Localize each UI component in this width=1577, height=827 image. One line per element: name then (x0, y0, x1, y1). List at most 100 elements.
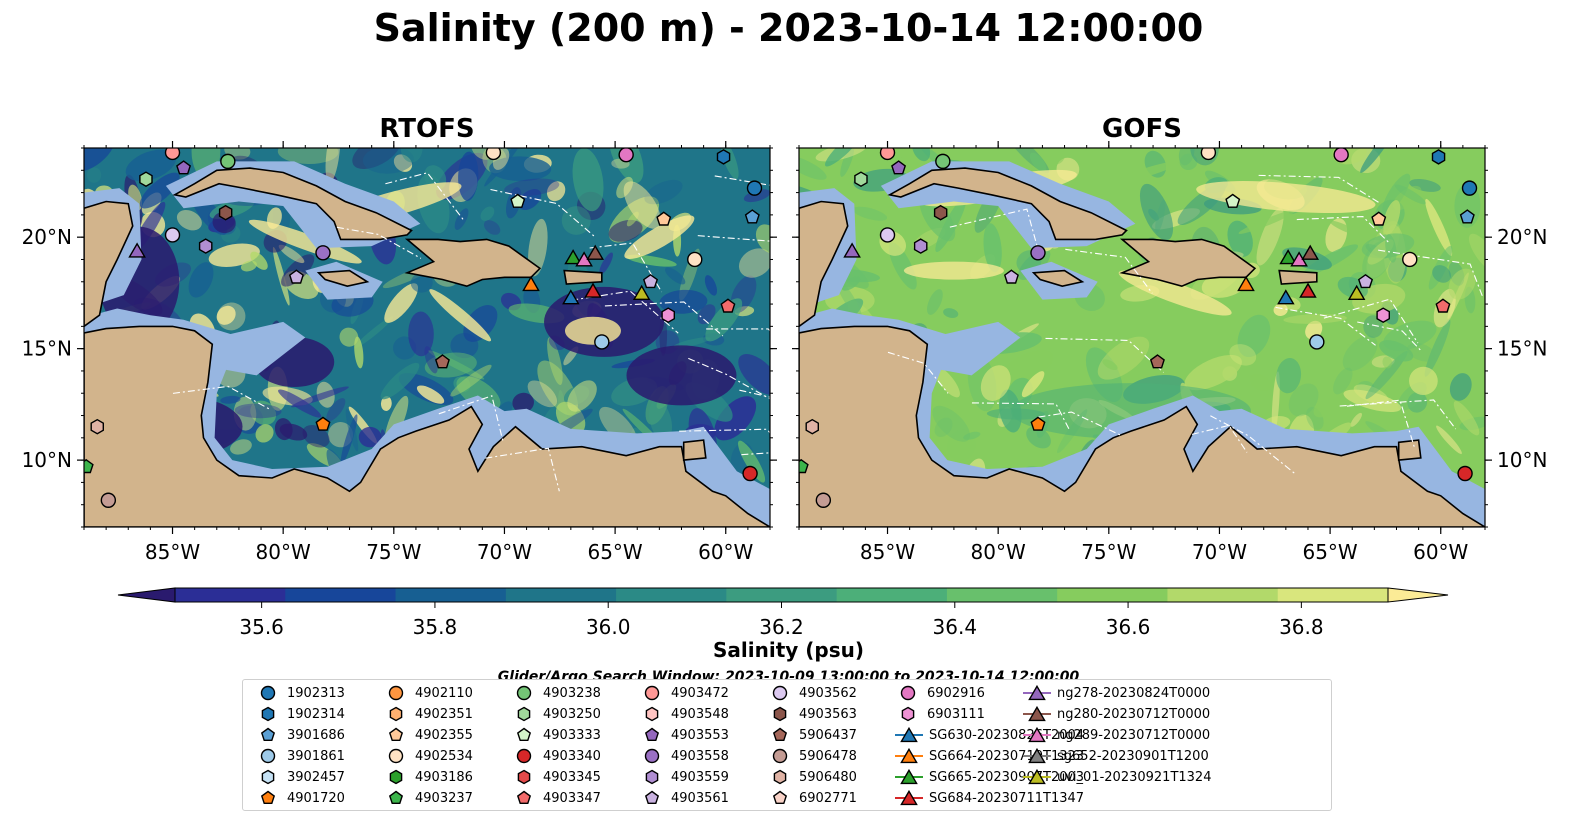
eddy-patch (840, 148, 855, 177)
legend-symbol (895, 768, 923, 785)
eddy-patch (1365, 350, 1408, 400)
legend-label: 4902355 (415, 727, 473, 743)
eddy-patch (1383, 200, 1401, 235)
eddy-patch (1001, 349, 1054, 384)
eddy-patch (932, 405, 971, 442)
legend-symbol (389, 706, 403, 722)
eddy-patch (480, 206, 495, 221)
legend-item: SG684-20230711T1347 (895, 788, 1084, 808)
eddy-patch (934, 417, 953, 438)
legend-item: 4903237 (383, 788, 473, 808)
boundary-line (1357, 321, 1423, 353)
boundary-line (490, 188, 595, 237)
eddy-patch (1453, 401, 1480, 436)
legend-item: 4903333 (511, 725, 601, 745)
eddy-patch (274, 418, 293, 441)
eddy-patch (1184, 354, 1242, 391)
legend-label: 4903345 (543, 769, 601, 785)
colorbar-segment (505, 588, 617, 602)
eddy-patch (291, 386, 349, 408)
legend-item: ng289-20230712T0000 (1023, 725, 1210, 745)
eddy-patch (547, 337, 563, 386)
platform-marker (644, 790, 660, 805)
eddy-patch (546, 181, 566, 202)
legend-item: 4903561 (639, 788, 729, 808)
boundary-line (1065, 248, 1153, 294)
glider-marker (900, 789, 918, 806)
eddy-patch (1323, 326, 1379, 345)
legend-label: ng280-20230712T0000 (1057, 706, 1211, 722)
legend-item: 4903345 (511, 767, 601, 787)
platform-marker (261, 706, 275, 722)
eddy-patch (697, 304, 716, 325)
boundary-line (604, 301, 724, 337)
legend-item: 5906480 (767, 767, 857, 787)
legend-item: 4903347 (511, 788, 601, 808)
eddy-patch (1382, 356, 1393, 369)
legend-item: uvi_01-20230921T1324 (1023, 767, 1211, 787)
boundary-line (697, 235, 770, 242)
glider-marker (1277, 289, 1295, 305)
boundary-line (1339, 399, 1457, 430)
colorbar: 35.6 35.8 36.0 36.2 36.4 36.6 36.8 (117, 587, 1449, 639)
platform-marker (772, 727, 788, 742)
legend-label: 4903340 (543, 748, 601, 764)
platform-marker (815, 492, 832, 508)
platform-marker (90, 418, 105, 435)
colorbar-segment (836, 588, 948, 602)
legend-label: 4903553 (671, 727, 729, 743)
colorbar-tick-label: 35.6 (239, 615, 284, 639)
legend-label: 4903333 (543, 727, 601, 743)
platform-marker (516, 685, 532, 701)
colorbar-segment (1167, 588, 1279, 602)
platform-marker (1376, 307, 1391, 324)
legend-symbol (895, 789, 923, 806)
eddy-patch (1407, 343, 1436, 362)
legend-symbol (1023, 768, 1051, 785)
legend-label: sg652-20230901T1200 (1057, 748, 1209, 764)
platform-marker (1457, 465, 1473, 482)
eddy-patch (384, 283, 419, 323)
boundary-line (1038, 411, 1121, 436)
legend-label: 4903238 (543, 685, 601, 701)
eddy-patch (188, 262, 214, 298)
lon-tick-label: 80°W (971, 540, 1026, 564)
eddy-patch (216, 305, 236, 325)
high-salinity-streak (248, 219, 362, 264)
platform-marker (517, 769, 531, 785)
legend-label: SG664-20230719T1323 (929, 748, 1085, 764)
lon-tick-label: 70°W (1192, 540, 1247, 564)
glider-marker (1028, 726, 1046, 743)
platform-marker (935, 153, 951, 170)
eddy-patch (1102, 359, 1118, 371)
eddy-patch (799, 155, 827, 180)
boundary-line (1296, 215, 1391, 244)
platform-marker (1149, 354, 1165, 369)
land (1031, 269, 1085, 288)
legend-item: 4903558 (639, 746, 729, 766)
platform-marker (388, 748, 404, 764)
boundary-line (1275, 306, 1376, 346)
legend-symbol (772, 748, 788, 764)
eddy-patch (489, 156, 552, 182)
eddy-patch (1021, 371, 1045, 398)
eddy-patch (852, 206, 888, 221)
eddy-patch (220, 395, 241, 404)
legend-label: 4902110 (415, 685, 473, 701)
eddy-patch (424, 346, 438, 374)
eddy-patch (1118, 161, 1179, 182)
platform-marker (315, 416, 331, 431)
platform-marker (773, 706, 787, 722)
eddy-patch (463, 305, 498, 342)
eddy-patch (1288, 383, 1319, 417)
legend-item: 4903559 (639, 767, 729, 787)
legend-label: 4903472 (671, 685, 729, 701)
lon-tick-label: 75°W (366, 540, 421, 564)
legend-item: sg652-20230901T1200 (1023, 746, 1209, 766)
platform-marker (260, 790, 276, 805)
eddy-patch (1249, 373, 1272, 392)
eddy-patch (345, 408, 359, 452)
legend-label: 5906437 (799, 727, 857, 743)
glider-marker (1028, 747, 1046, 764)
